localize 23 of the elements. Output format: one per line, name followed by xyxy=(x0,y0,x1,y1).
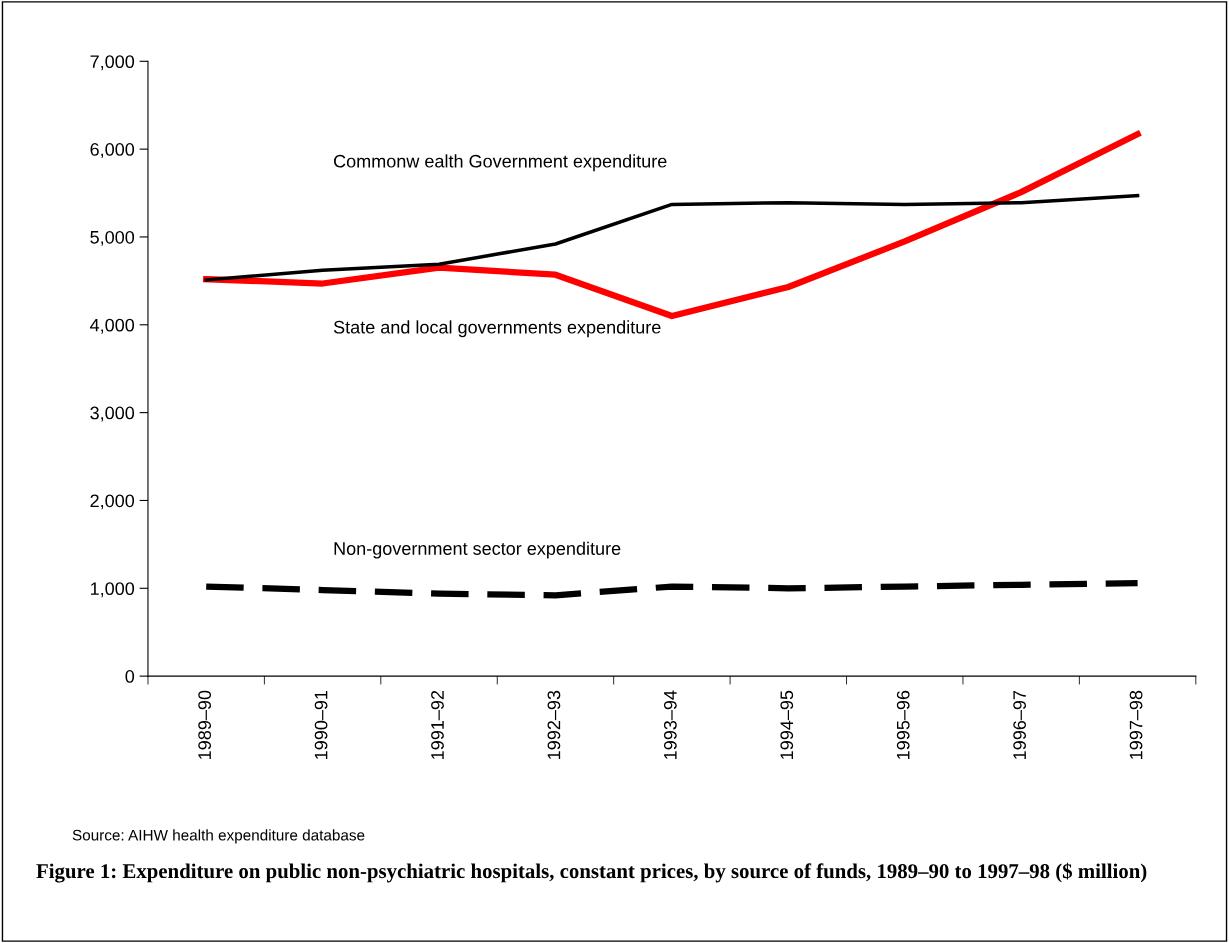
line-series xyxy=(204,193,1140,282)
y-tick-label: 3,000 xyxy=(90,406,135,422)
text: Figure 1: Expenditure on public non-psychiatric hospitals, constant prices, by source of funds, 1989–90 to 1997–98 ($ million) xyxy=(36,862,1147,883)
series-label: Non-government sector expenditure xyxy=(334,541,621,559)
x-tick-label: 1996–97 xyxy=(1013,690,1027,759)
x-tick-label: 1993–94 xyxy=(663,690,677,759)
y-tick-label: 0 xyxy=(125,670,135,683)
y-tick-label: 6,000 xyxy=(90,143,135,158)
x-tick-label: 1997–98 xyxy=(1129,690,1143,759)
x-tick-label: 1991–92 xyxy=(431,690,444,759)
x-tick-label: 1995–96 xyxy=(896,690,910,759)
source-note: Source: AIHW health expenditure database xyxy=(72,829,365,844)
y-tick-label: 2,000 xyxy=(90,494,135,510)
x-tick-label: 1989–90 xyxy=(198,690,212,759)
y-tick-label: 5,000 xyxy=(90,230,135,246)
y-tick-label: 7,000 xyxy=(90,55,135,71)
series-label: Commonw ealth Government expenditure xyxy=(334,154,667,172)
y-tick-label: 4,000 xyxy=(90,318,135,334)
y-tick-label: 1,000 xyxy=(90,582,135,598)
x-tick-label: 1992–93 xyxy=(547,690,561,759)
x-tick-label: 1994–95 xyxy=(780,690,794,759)
series-label: State and local governments expenditure xyxy=(333,320,661,338)
x-tick-label: 1990–91 xyxy=(314,690,328,759)
